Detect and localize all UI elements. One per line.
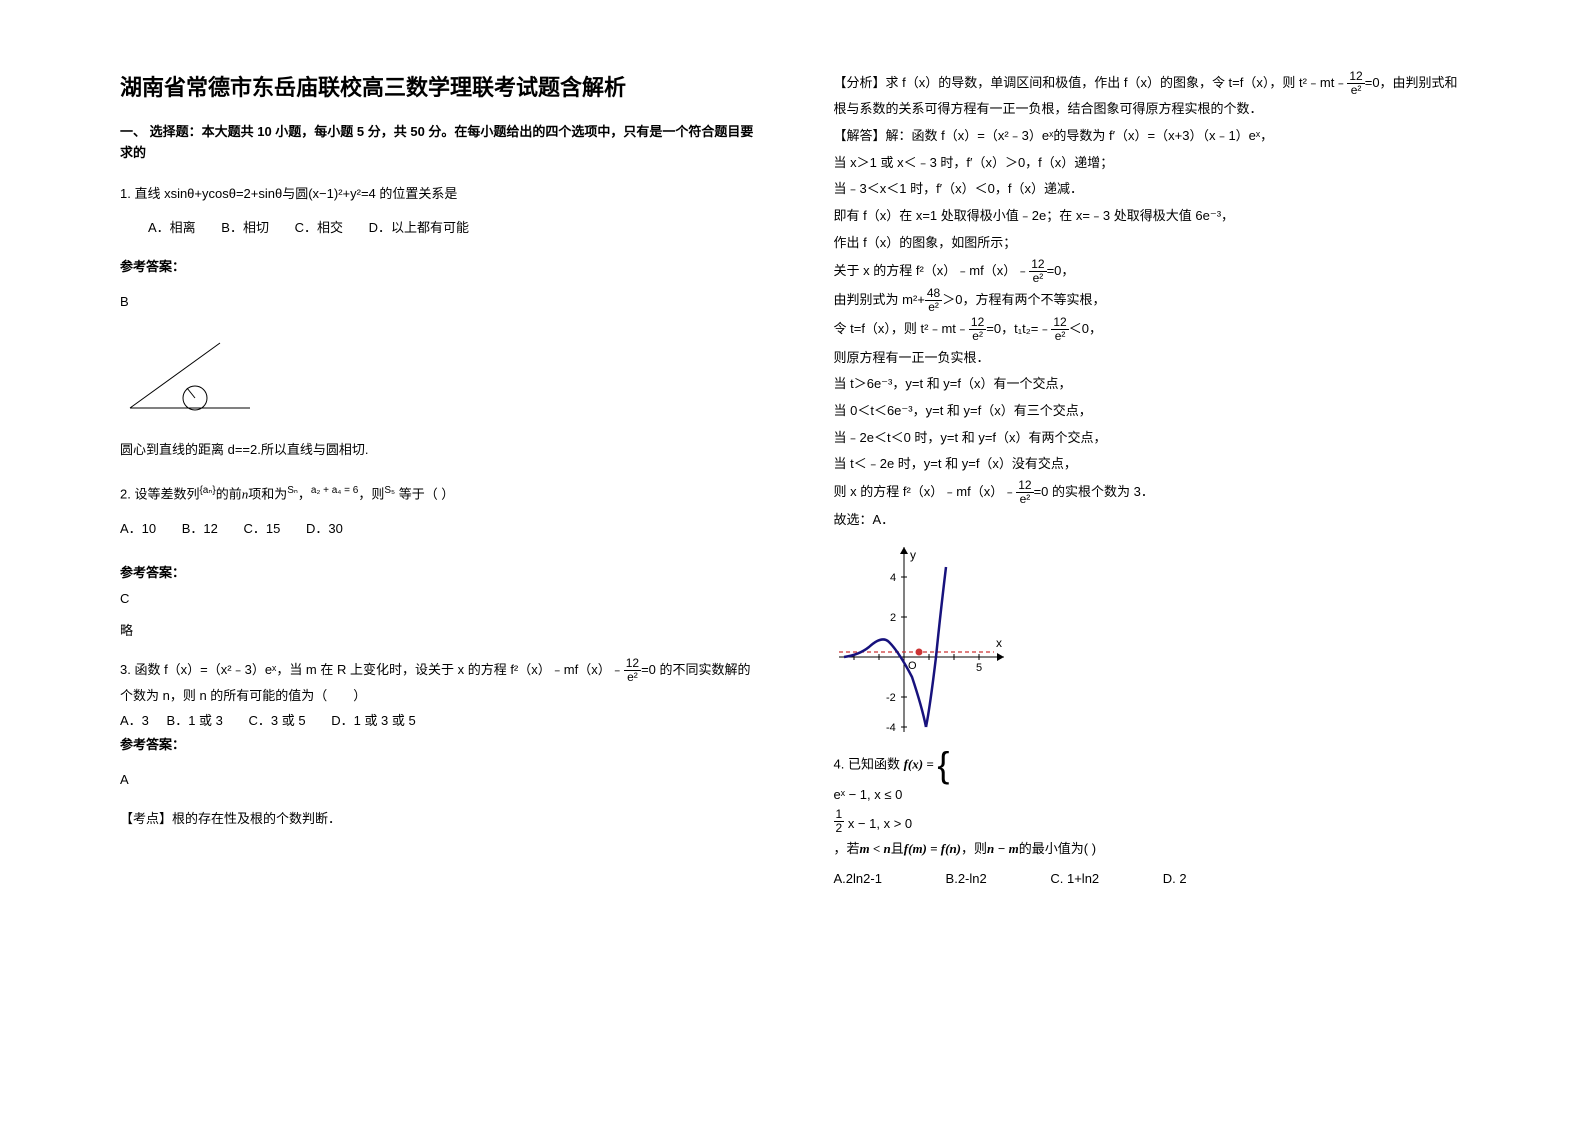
sol-line: 由判别式为 m²+48e²＞0，方程有两个不等实根，	[834, 287, 1468, 314]
svg-text:y: y	[910, 548, 916, 562]
tangent-figure	[120, 328, 260, 428]
q3-ans-label: 参考答案：	[120, 733, 754, 758]
q2-opt-b: B．12	[182, 521, 218, 536]
piecewise-brace: {	[937, 747, 949, 783]
frac-12-e2: 12e²	[624, 657, 641, 684]
q4-opt-d: D. 2	[1163, 871, 1187, 886]
q4-stem: 4. 已知函数 f(x) = {	[834, 747, 1468, 783]
svg-text:2: 2	[890, 612, 896, 624]
q3-opt-d: D．1 或 3 或 5	[331, 713, 416, 728]
q1-ans: B	[120, 290, 754, 315]
sol-line: 令 t=f（x），则 t²﹣mt﹣12e²=0，t₁t₂=﹣12e²＜0，	[834, 316, 1468, 343]
sol-line: 即有 f（x）在 x=1 处取得极小值﹣2e；在 x=﹣3 处取得极大值 6e⁻…	[834, 204, 1468, 229]
svg-text:x: x	[996, 636, 1002, 650]
question-4: 4. 已知函数 f(x) = { eˣ − 1, x ≤ 0 12 x − 1,…	[834, 747, 1468, 892]
page-title: 湖南省常德市东岳庙联校高三数学理联考试题含解析	[120, 70, 754, 102]
q2-options: A．10 B．12 C．15 D．30	[120, 517, 754, 542]
sol-line: 当 0＜t＜6e⁻³，y=t 和 y=f（x）有三个交点，	[834, 399, 1468, 424]
q1-explain: 圆心到直线的距离 d==2.所以直线与圆相切.	[120, 438, 754, 463]
sol-line: 则 x 的方程 f²（x）﹣mf（x）﹣12e²=0 的实根个数为 3．	[834, 479, 1468, 506]
question-3: 3. 函数 f（x）=（x²﹣3）eˣ，当 m 在 R 上变化时，设关于 x 的…	[120, 657, 754, 832]
q1-ans-label: 参考答案：	[120, 255, 754, 280]
q3-opt-b: B．1 或 3	[167, 713, 223, 728]
q2-explain: 略	[120, 620, 754, 639]
q2-ans: C	[120, 591, 754, 606]
q3-solution: 【分析】求 f（x）的导数，单调区间和极值，作出 f（x）的图象，令 t=f（x…	[834, 70, 1468, 533]
svg-text:4: 4	[890, 572, 896, 584]
q1-opt-d: D．以上都有可能	[369, 220, 469, 235]
q2-opt-a: A．10	[120, 521, 156, 536]
analysis: 【分析】求 f（x）的导数，单调区间和极值，作出 f（x）的图象，令 t=f（x…	[834, 70, 1468, 122]
sol-line: 当﹣3＜x＜1 时，f′（x）＜0，f（x）递减．	[834, 177, 1468, 202]
q4-opt-c: C. 1+ln2	[1050, 871, 1099, 886]
q2-stem: 2. 设等差数列{aₙ}的前n项和为Sₙ，a₂ + a₄ = 6，则S₅ 等于（…	[120, 481, 754, 507]
sol-line: 当 t＜﹣2e 时，y=t 和 y=f（x）没有交点，	[834, 452, 1468, 477]
q1-opt-b: B．相切	[221, 220, 269, 235]
sol-line: 当 t＞6e⁻³，y=t 和 y=f（x）有一个交点，	[834, 372, 1468, 397]
q4-options: A.2ln2-1 B.2-ln2 C. 1+ln2 D. 2	[834, 867, 1468, 892]
question-2: 2. 设等差数列{aₙ}的前n项和为Sₙ，a₂ + a₄ = 6，则S₅ 等于（…	[120, 481, 754, 542]
q3-opt-c: C．3 或 5	[249, 713, 306, 728]
sol-line: 【解答】解：函数 f（x）=（x²﹣3）eˣ的导数为 f′（x）=（x+3）（x…	[834, 124, 1468, 149]
question-1: 1. 直线 xsinθ+ycosθ=2+sinθ与圆(x−1)²+y²=4 的位…	[120, 182, 754, 463]
q3-options: A．3 B．1 或 3 C．3 或 5 D．1 或 3 或 5	[120, 709, 754, 734]
sol-line: 故选：A．	[834, 508, 1468, 533]
q3-opt-a: A．3	[120, 713, 149, 728]
q2-opt-c: C．15	[244, 521, 281, 536]
q4-opt-b: B.2-ln2	[946, 871, 987, 886]
q2-opt-d: D．30	[306, 521, 343, 536]
sol-line: 关于 x 的方程 f²（x）﹣mf（x）﹣12e²=0，	[834, 258, 1468, 285]
q3-stem: 3. 函数 f（x）=（x²﹣3）eˣ，当 m 在 R 上变化时，设关于 x 的…	[120, 657, 754, 709]
q1-options: A．相离 B．相切 C．相交 D．以上都有可能	[148, 216, 754, 241]
sol-line: 作出 f（x）的图象，如图所示；	[834, 231, 1468, 256]
sol-line: 则原方程有一正一负实根．	[834, 346, 1468, 371]
sol-line: 当 x＞1 或 x＜﹣3 时，f′（x）＞0，f（x）递增；	[834, 151, 1468, 176]
q3-ans: A	[120, 768, 754, 793]
svg-text:5: 5	[976, 662, 982, 674]
section-intro: 一、 选择题：本大题共 10 小题，每小题 5 分，共 50 分。在每小题给出的…	[120, 122, 754, 164]
q4-opt-a: A.2ln2-1	[834, 871, 882, 886]
q3-topic: 【考点】根的存在性及根的个数判断．	[120, 807, 754, 832]
sol-line: 当﹣2e＜t＜0 时，y=t 和 y=f（x）有两个交点，	[834, 426, 1468, 451]
q1-stem: 1. 直线 xsinθ+ycosθ=2+sinθ与圆(x−1)²+y²=4 的位…	[120, 182, 754, 207]
svg-text:-4: -4	[886, 722, 896, 734]
q1-opt-c: C．相交	[295, 220, 343, 235]
q2-ans-label: 参考答案：	[120, 562, 754, 581]
function-graph: y x O 2 4 -2 -4 5	[834, 537, 1014, 737]
svg-text:-2: -2	[886, 692, 896, 704]
q1-opt-a: A．相离	[148, 220, 196, 235]
